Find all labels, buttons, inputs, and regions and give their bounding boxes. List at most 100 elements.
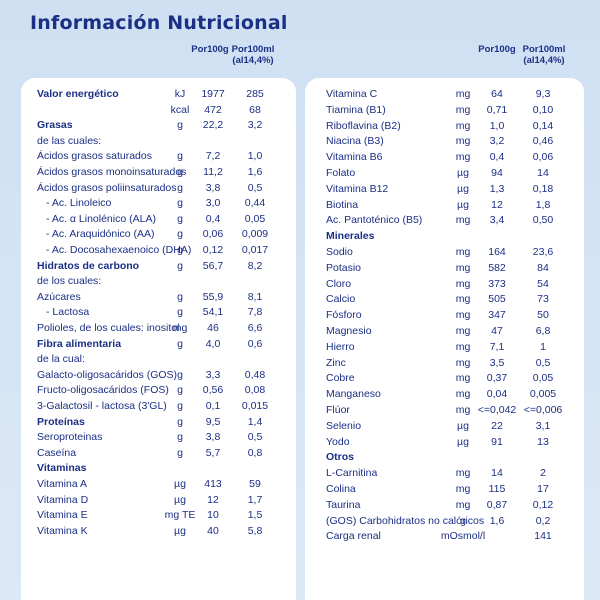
nutrient-name: de la cual: bbox=[37, 353, 85, 366]
value-per-100g: 0,4 bbox=[205, 212, 221, 225]
nutrient-name: Ácidos grasos monoinsaturados bbox=[37, 166, 187, 178]
nutrition-panel-right: Vitamina C mg 64 9,3 Tiamina (B1) mg 0,71 0,10 R… bbox=[305, 78, 584, 600]
value-per-100ml: <=0,006 bbox=[523, 404, 563, 416]
nutrient-unit: mg bbox=[455, 340, 471, 353]
nutrient-name: Valor energético bbox=[37, 88, 119, 100]
value-per-100ml: 9,3 bbox=[535, 88, 551, 100]
nutrient-row: Zinc mg 3,5 0,5 bbox=[326, 356, 584, 371]
nutrient-name: Minerales bbox=[326, 230, 375, 243]
nutrient-row: - Ac. Araquidónico (AA) g 0,06 0,009 bbox=[37, 227, 296, 242]
nutrient-name: Hierro bbox=[326, 340, 355, 353]
nutrient-row: de los cuales: bbox=[37, 274, 296, 289]
value-per-100ml: 0,2 bbox=[535, 514, 551, 527]
nutrient-name: - Ac. Linoleico bbox=[46, 197, 112, 210]
nutrient-row: Valor energético kJ 1977 285 bbox=[37, 87, 296, 102]
nutrient-name: - Ac. α Linolénico (ALA) bbox=[46, 212, 156, 225]
value-per-100ml: 0,009 bbox=[241, 228, 269, 241]
nutrient-name: Cloro bbox=[326, 277, 352, 290]
value-per-100g: 22,2 bbox=[202, 119, 224, 132]
nutrient-row: Ácidos grasos monoinsaturados g 11,2 1,6 bbox=[37, 165, 296, 180]
nutrient-unit: mg bbox=[455, 372, 471, 385]
value-per-100ml: 1,8 bbox=[535, 198, 551, 211]
nutrient-row: Vitamina B6 mg 0,4 0,06 bbox=[326, 150, 584, 165]
nutrient-row: Otros bbox=[326, 450, 584, 465]
value-per-100ml: 0,06 bbox=[532, 151, 554, 164]
nutrient-name: Vitamina C bbox=[326, 88, 378, 100]
nutrient-unit: mg bbox=[455, 356, 471, 369]
nutrient-unit: g bbox=[177, 368, 183, 381]
nutrient-unit: mg bbox=[455, 309, 471, 322]
value-per-100ml: 0,6 bbox=[247, 337, 263, 350]
value-per-100ml: 0,48 bbox=[244, 368, 266, 381]
nutrient-name: Niacina (B3) bbox=[326, 135, 384, 148]
value-per-100ml: 0,5 bbox=[247, 431, 263, 444]
nutrient-unit: µg bbox=[174, 493, 186, 506]
value-per-100g: 3,0 bbox=[205, 197, 221, 210]
value-per-100g: 11,2 bbox=[203, 166, 223, 178]
value-per-100g: 472 bbox=[204, 103, 222, 116]
value-per-100g: 40 bbox=[207, 524, 219, 537]
value-per-100ml: 8,1 bbox=[247, 290, 263, 303]
value-per-100g: 0,06 bbox=[202, 228, 224, 241]
value-per-100g: 47 bbox=[491, 325, 503, 337]
value-per-100ml: 0,08 bbox=[244, 384, 266, 397]
value-per-100g: 5,7 bbox=[205, 446, 221, 459]
nutrient-unit: g bbox=[177, 181, 183, 194]
nutrient-unit: mg bbox=[455, 261, 471, 274]
nutrient-name: - Ac. Docosahexaenoico (DHA) bbox=[46, 244, 192, 256]
nutrient-name: Vitamina A bbox=[37, 478, 88, 490]
nutrient-unit: g bbox=[177, 259, 183, 272]
value-per-100g: 0,12 bbox=[202, 244, 224, 256]
value-per-100g: 3,5 bbox=[489, 356, 505, 369]
nutrient-row: Tiamina (B1) mg 0,71 0,10 bbox=[326, 103, 584, 118]
nutrient-name: Taurina bbox=[326, 498, 361, 511]
value-per-100g: 115 bbox=[488, 483, 506, 495]
nutrient-name: Polioles, de los cuales: inositol bbox=[37, 322, 180, 334]
value-per-100g: 1,6 bbox=[489, 514, 505, 527]
value-per-100ml: 0,10 bbox=[532, 103, 554, 116]
value-per-100g: 7,2 bbox=[205, 150, 221, 163]
nutrient-name: Seroproteinas bbox=[37, 431, 103, 444]
nutrient-row: Fósforo mg 347 50 bbox=[326, 308, 584, 323]
nutrient-row: Carga renal mOsmol/l 141 bbox=[326, 529, 584, 544]
value-per-100ml: 1,0 bbox=[247, 150, 263, 163]
nutrient-row: - Ac. Linoleico g 3,0 0,44 bbox=[37, 196, 296, 211]
value-per-100g: 12 bbox=[491, 198, 503, 211]
value-per-100ml: 0,18 bbox=[532, 182, 554, 195]
nutrient-unit: kJ bbox=[174, 88, 186, 100]
nutrient-row: Magnesio mg 47 6,8 bbox=[326, 324, 584, 339]
value-per-100g: 582 bbox=[488, 261, 506, 274]
nutrient-row: kcal 472 68 bbox=[37, 103, 296, 118]
nutrient-row: Vitamina K µg 40 5,8 bbox=[37, 524, 296, 539]
nutrient-unit: mg bbox=[455, 277, 471, 290]
value-per-100ml: 0,05 bbox=[532, 372, 554, 385]
nutrient-unit: mg bbox=[455, 103, 471, 116]
nutrient-row: Vitamina C mg 64 9,3 bbox=[326, 87, 584, 102]
nutrient-row: Cloro mg 373 54 bbox=[326, 277, 584, 292]
nutrient-row: Caseína g 5,7 0,8 bbox=[37, 446, 296, 461]
value-per-100g: 3,8 bbox=[205, 431, 221, 444]
nutrient-name: - Ac. Araquidónico (AA) bbox=[46, 228, 155, 241]
nutrient-name: Biotina bbox=[326, 198, 359, 211]
value-per-100g: 91 bbox=[491, 435, 503, 448]
nutrient-row: - Lactosa g 54,1 7,8 bbox=[37, 305, 296, 320]
nutrient-row: Selenio µg 22 3,1 bbox=[326, 419, 584, 434]
value-per-100ml: 0,005 bbox=[529, 388, 557, 401]
nutrient-unit: µg bbox=[457, 419, 469, 432]
nutrient-unit: mOsmol/l bbox=[440, 530, 486, 543]
nutrient-unit: g bbox=[177, 446, 183, 459]
nutrient-row: Grasas g 22,2 3,2 bbox=[37, 118, 296, 133]
nutrient-name: 3-Galactosil - lactosa (3'GL) bbox=[37, 400, 167, 412]
nutrient-name: de las cuales: bbox=[37, 134, 102, 147]
nutrition-panel-left: Valor energético kJ 1977 285 kcal 472 68 Grasas… bbox=[21, 78, 296, 600]
nutrient-row: Vitamina E mg TE 10 1,5 bbox=[37, 508, 296, 523]
nutrient-row: - Ac. Docosahexaenoico (DHA) g 0,12 0,017 bbox=[37, 243, 296, 258]
nutrient-name: Fructo-oligosacáridos (FOS) bbox=[37, 384, 169, 397]
value-per-100g: 3,8 bbox=[205, 181, 221, 194]
nutrient-unit: mg bbox=[455, 246, 471, 258]
nutrient-name: Sodio bbox=[326, 246, 353, 258]
nutrient-name: - Lactosa bbox=[46, 306, 90, 319]
value-per-100ml: 0,8 bbox=[247, 446, 263, 459]
nutrient-name: Ácidos grasos poliinsaturados bbox=[37, 181, 177, 194]
value-per-100ml: 68 bbox=[249, 103, 261, 116]
